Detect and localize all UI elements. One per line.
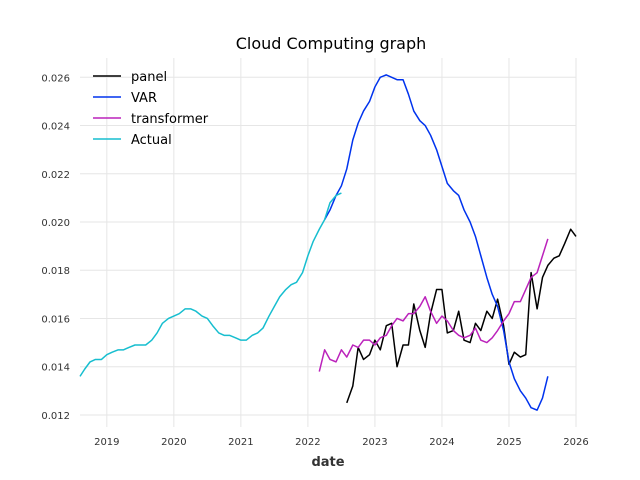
x-tick-label: 2022: [295, 437, 320, 448]
y-tick-label: 0.014: [41, 363, 70, 374]
x-tick-label: 2020: [161, 437, 186, 448]
y-tick-label: 0.012: [41, 411, 70, 422]
series-line-panel: [346, 228, 577, 404]
y-tick-label: 0.020: [41, 218, 70, 229]
legend: panel VAR transformer Actual: [93, 70, 209, 148]
series-line-transformer: [318, 238, 549, 372]
legend-label-actual: Actual: [131, 133, 172, 148]
x-tick-label: 2024: [429, 437, 454, 448]
y-tick-label: 0.022: [41, 170, 70, 181]
series-lines: [79, 74, 577, 411]
grid: [80, 58, 577, 427]
legend-label-var: VAR: [131, 91, 157, 106]
y-axis-ticks: 0.012 0.014 0.016 0.018 0.020 0.022 0.024 0.026: [41, 73, 70, 422]
series-line-actual: [79, 192, 342, 377]
y-tick-label: 0.026: [41, 73, 70, 84]
x-tick-label: 2021: [228, 437, 253, 448]
x-axis-label: date: [311, 455, 344, 470]
y-tick-label: 0.016: [41, 314, 70, 325]
x-axis-ticks: 2019 2020 2021 2022 2023 2024 2025 2026: [94, 437, 589, 448]
series-line-var: [323, 74, 549, 411]
x-tick-label: 2023: [362, 437, 387, 448]
y-tick-label: 0.024: [41, 122, 70, 133]
legend-label-panel: panel: [131, 70, 167, 85]
legend-label-transformer: transformer: [131, 112, 209, 127]
y-tick-label: 0.018: [41, 266, 70, 277]
x-tick-label: 2019: [94, 437, 119, 448]
chart-title: Cloud Computing graph: [236, 34, 427, 53]
x-tick-label: 2025: [496, 437, 521, 448]
x-tick-label: 2026: [563, 437, 588, 448]
